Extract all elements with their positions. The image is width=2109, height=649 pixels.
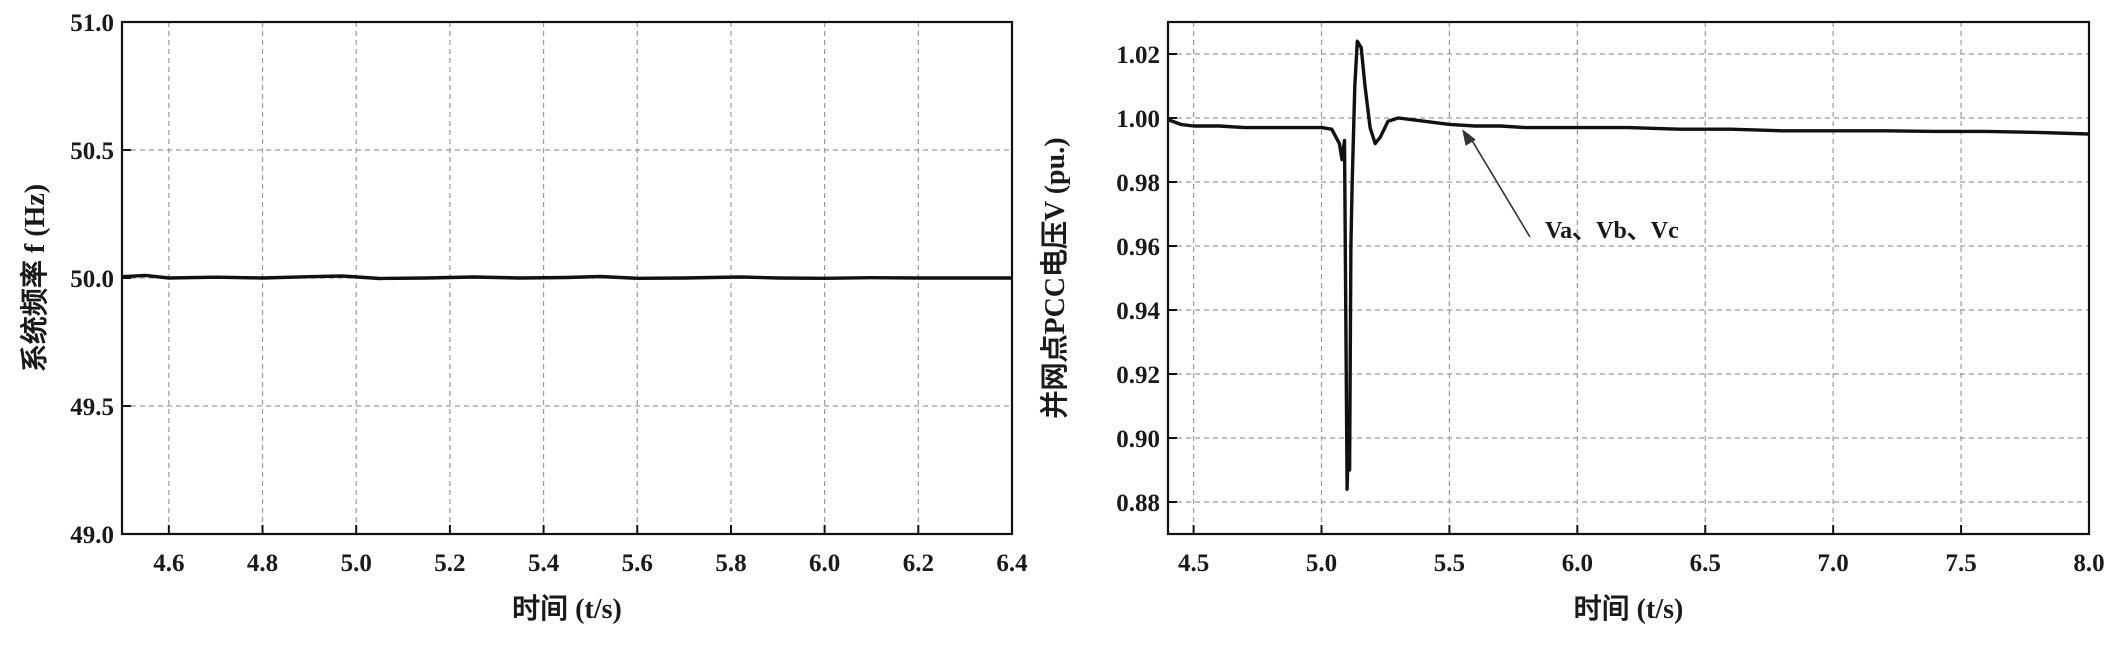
x-tick-label: 4.6 (153, 550, 184, 577)
series-line-0 (121, 273, 1012, 281)
x-tick-label: 7.0 (1818, 550, 1849, 577)
x-tick-label: 5.0 (341, 550, 372, 577)
voltage-plot-frame (1166, 20, 2091, 536)
frequency-chart: 4.6 4.8 5.0 5.2 5.4 5.6 5.8 6.0 6.2 6.4 49.0 49.5 5… (18, 10, 1028, 625)
frequency-x-axis-title: 时间 (t/s) (512, 593, 622, 625)
frequency-x-ticks: 4.6 4.8 5.0 5.2 5.4 5.6 5.8 6.0 6.2 6.4 (153, 525, 1028, 577)
x-tick-label: 6.5 (1690, 550, 1721, 577)
y-tick-label: 50.5 (70, 138, 114, 165)
y-tick-label: 1.02 (1116, 42, 1160, 69)
y-tick-label: 0.96 (1116, 234, 1160, 261)
y-tick-label: 49.0 (70, 522, 114, 549)
x-tick-label: 4.5 (1178, 550, 1209, 577)
voltage-y-ticks: 0.88 0.90 0.92 0.94 0.96 0.98 1.00 1.02 (1116, 42, 1177, 517)
frequency-y-axis-title: 系统频率 f (Hz) (18, 184, 51, 372)
y-tick-label: 1.00 (1116, 106, 1160, 133)
x-tick-label: 8.0 (2073, 550, 2104, 577)
voltage-x-axis-title: 时间 (t/s) (1574, 593, 1684, 625)
x-tick-label: 5.5 (1434, 550, 1465, 577)
y-tick-label: 0.94 (1116, 298, 1160, 325)
y-tick-label: 49.5 (70, 394, 114, 421)
series-line-0 (1167, 39, 2090, 491)
y-tick-label: 0.88 (1116, 490, 1160, 517)
y-tick-label: 51.0 (70, 10, 114, 37)
frequency-plot-area (121, 273, 1012, 281)
x-tick-label: 5.2 (434, 550, 465, 577)
frequency-y-ticks: 49.0 49.5 50.0 50.5 51.0 (70, 10, 131, 549)
x-tick-label: 4.8 (247, 550, 278, 577)
y-tick-label: 0.98 (1116, 170, 1160, 197)
y-tick-label: 50.0 (70, 266, 114, 293)
voltage-annotation-arrowhead (1462, 129, 1476, 146)
x-tick-label: 5.8 (715, 550, 746, 577)
x-tick-label: 6.0 (1562, 550, 1593, 577)
x-tick-label: 7.5 (1945, 550, 1976, 577)
voltage-series-annotation: Va、Vb、Vc (1545, 218, 1679, 244)
x-tick-label: 6.2 (903, 550, 934, 577)
voltage-grid (1168, 22, 2089, 534)
voltage-y-axis-title: 并网点PCC电压V (pu.) (1039, 137, 1071, 418)
x-tick-label: 5.6 (622, 550, 653, 577)
x-tick-label: 5.0 (1306, 550, 1337, 577)
voltage-x-ticks: 4.5 5.0 5.5 6.0 6.5 7.0 7.5 8.0 (1178, 525, 2105, 577)
x-tick-label: 5.4 (528, 550, 560, 577)
x-tick-label: 6.4 (996, 550, 1028, 577)
voltage-plot-area (1167, 39, 2090, 491)
y-tick-label: 0.92 (1116, 362, 1160, 389)
voltage-annotation-arrow (1467, 133, 1531, 238)
x-tick-label: 6.0 (809, 550, 840, 577)
voltage-chart: 4.5 5.0 5.5 6.0 6.5 7.0 7.5 8.0 0.88 0.90 0.92 0.9… (1039, 20, 2105, 625)
y-tick-label: 0.90 (1116, 426, 1160, 453)
